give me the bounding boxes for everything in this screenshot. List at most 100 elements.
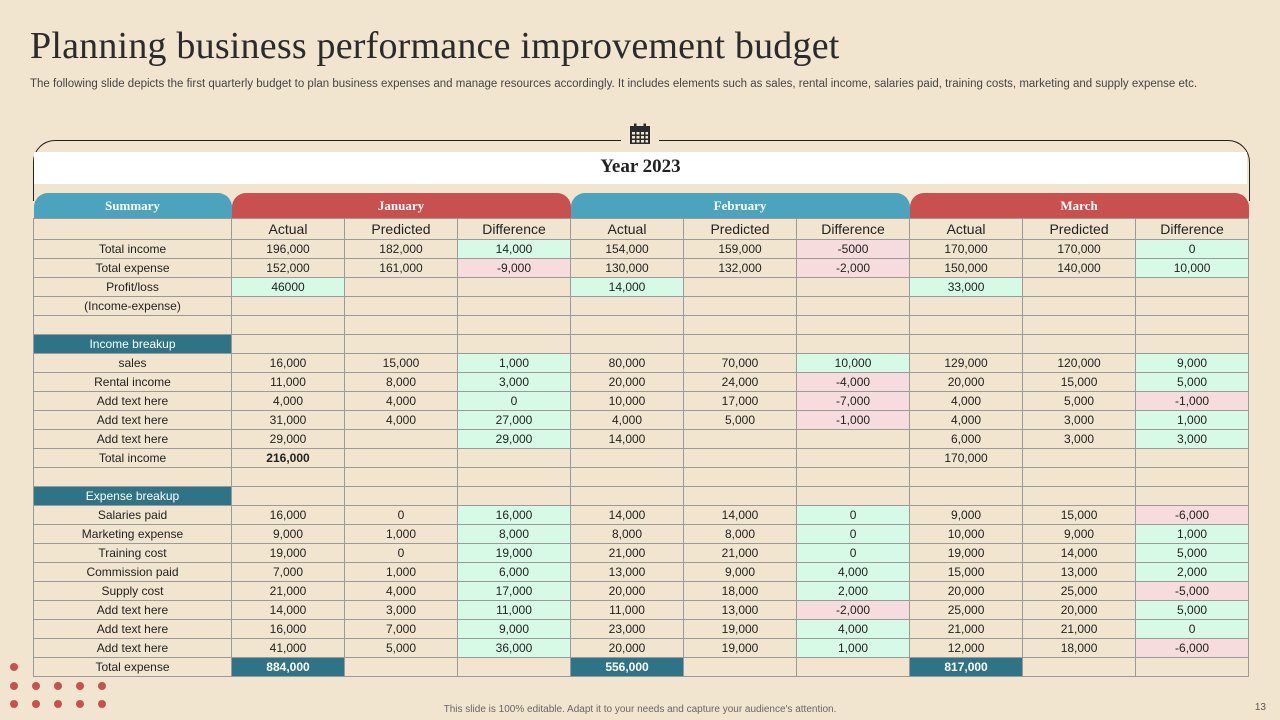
table-cell: 0 xyxy=(796,543,911,563)
table-cell: 170,000 xyxy=(909,239,1024,259)
table-cell: 11,000 xyxy=(570,600,685,620)
table-cell xyxy=(909,296,1024,316)
table-cell: 20,000 xyxy=(570,372,685,392)
table-cell: 14,000 xyxy=(683,505,798,525)
table-cell: 17,000 xyxy=(683,391,798,411)
table-cell: 21,000 xyxy=(683,543,798,563)
table-cell: 3,000 xyxy=(1135,429,1250,449)
table-cell xyxy=(683,448,798,468)
table-cell: 5,000 xyxy=(1135,600,1250,620)
row-label: Marketing expense xyxy=(33,524,232,544)
table-cell: 0 xyxy=(1135,619,1250,639)
table-cell: 0 xyxy=(796,505,911,525)
table-cell: 884,000 xyxy=(231,657,345,677)
table-cell: 41,000 xyxy=(231,638,345,658)
row-label: (Income-expense) xyxy=(33,296,232,316)
table-cell xyxy=(909,486,1024,506)
table-cell xyxy=(570,448,685,468)
table-cell: 4,000 xyxy=(796,619,911,639)
table-row: Supply cost 21,000 4,000 17,000 20,000 18,000… xyxy=(33,581,1250,601)
table-cell: 216,000 xyxy=(231,448,345,468)
table-row: Salaries paid 16,000 0 16,000 14,000 14,000 0 9… xyxy=(33,505,1250,525)
table-cell: 8,000 xyxy=(570,524,685,544)
table-cell xyxy=(570,334,685,354)
table-cell: -5,000 xyxy=(1135,581,1250,601)
table-cell xyxy=(231,486,345,506)
month-header-january: January xyxy=(231,193,571,219)
table-cell: 12,000 xyxy=(909,638,1024,658)
table-cell: 120,000 xyxy=(1022,353,1137,373)
table-cell xyxy=(344,277,458,297)
table-cell: 5,000 xyxy=(1135,543,1250,563)
row-label: Add text here xyxy=(33,410,232,430)
table-cell: 129,000 xyxy=(909,353,1024,373)
table-cell: 0 xyxy=(456,391,572,411)
table-cell: 18,000 xyxy=(683,581,798,601)
table-cell: 0 xyxy=(344,543,458,563)
table-cell xyxy=(1022,467,1137,487)
column-header: Difference xyxy=(456,218,572,240)
table-cell: 20,000 xyxy=(570,638,685,658)
table-cell: 9,000 xyxy=(231,524,345,544)
table-cell: 15,000 xyxy=(344,353,458,373)
section-label: Expense breakup xyxy=(33,486,232,506)
table-cell: 16,000 xyxy=(231,505,345,525)
table-cell: -1,000 xyxy=(1135,391,1250,411)
table-cell: 4,000 xyxy=(231,391,345,411)
table-cell: 5,000 xyxy=(1135,372,1250,392)
table-cell xyxy=(456,486,572,506)
table-cell xyxy=(683,277,798,297)
table-cell xyxy=(796,334,911,354)
table-row: Add text here 16,000 7,000 9,000 23,000 19,00… xyxy=(33,619,1250,639)
table-cell: 19,000 xyxy=(231,543,345,563)
table-cell: 1,000 xyxy=(1135,524,1250,544)
table-cell: 17,000 xyxy=(456,581,572,601)
table-cell xyxy=(1135,315,1250,335)
table-cell: 0 xyxy=(796,524,911,544)
table-cell: 0 xyxy=(1135,239,1250,259)
summary-header: Summary xyxy=(33,193,232,219)
table-cell: 170,000 xyxy=(1022,239,1137,259)
table-cell: 196,000 xyxy=(231,239,345,259)
table-cell: 556,000 xyxy=(570,657,685,677)
table-row: Profit/loss 46000 14,000 33,000 xyxy=(33,277,1250,297)
table-cell: 20,000 xyxy=(1022,600,1137,620)
page-subtitle: The following slide depicts the first qu… xyxy=(30,78,1198,90)
table-row: Total expense 152,000 161,000 -9,000 130,000… xyxy=(33,258,1250,278)
table-cell xyxy=(570,296,685,316)
row-label: Add text here xyxy=(33,429,232,449)
table-cell xyxy=(909,315,1024,335)
table-cell: 150,000 xyxy=(909,258,1024,278)
corner-cell xyxy=(33,218,232,240)
table-cell: 19,000 xyxy=(909,543,1024,563)
table-cell: 140,000 xyxy=(1022,258,1137,278)
row-label: Training cost xyxy=(33,543,232,563)
table-cell: 18,000 xyxy=(1022,638,1137,658)
table-cell: 152,000 xyxy=(231,258,345,278)
table-cell: 20,000 xyxy=(909,581,1024,601)
table-cell: 5,000 xyxy=(683,410,798,430)
column-header: Predicted xyxy=(344,218,458,240)
table-cell xyxy=(344,429,458,449)
table-cell xyxy=(1135,277,1250,297)
table-row: Commission paid 7,000 1,000 6,000 13,000 9,00… xyxy=(33,562,1250,582)
table-cell: 19,000 xyxy=(683,638,798,658)
table-cell: 6,000 xyxy=(456,562,572,582)
table-cell: 25,000 xyxy=(1022,581,1137,601)
table-cell: 2,000 xyxy=(1135,562,1250,582)
table-cell: 159,000 xyxy=(683,239,798,259)
table-cell: 4,000 xyxy=(344,581,458,601)
table-cell xyxy=(683,334,798,354)
column-header: Predicted xyxy=(1022,218,1137,240)
month-header-march: March xyxy=(909,193,1249,219)
year-label: Year 2023 xyxy=(600,156,681,177)
table-row: Add text here 14,000 3,000 11,000 11,000 13,0… xyxy=(33,600,1250,620)
table-cell: 170,000 xyxy=(909,448,1024,468)
table-cell xyxy=(1022,315,1137,335)
table-cell: 21,000 xyxy=(909,619,1024,639)
table-cell: 16,000 xyxy=(231,619,345,639)
table-cell xyxy=(1022,334,1137,354)
table-cell: 9,000 xyxy=(683,562,798,582)
table-row: Add text here 31,000 4,000 27,000 4,000 5,000… xyxy=(33,410,1250,430)
table-cell: 14,000 xyxy=(1022,543,1137,563)
